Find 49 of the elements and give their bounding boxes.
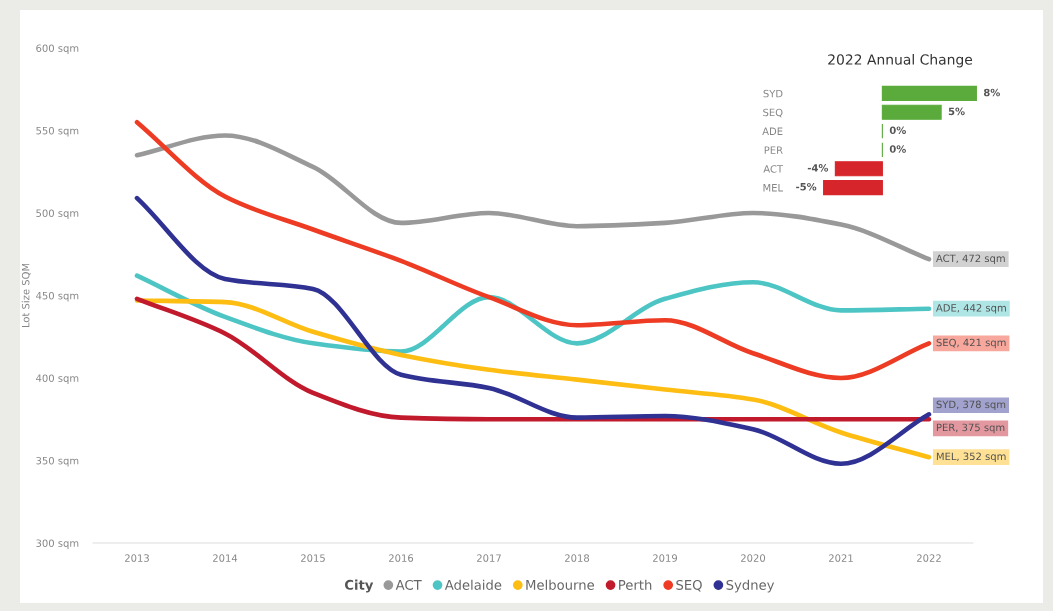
- data-label: ADE, 442 sqm: [936, 304, 1006, 314]
- legend-label: ACT: [395, 579, 422, 590]
- line-series: [134, 133, 932, 262]
- x-tick-label: 2019: [653, 554, 678, 562]
- line-series: [134, 195, 932, 467]
- y-tick-label: 300 sqm: [36, 539, 79, 549]
- legend-title: City: [344, 579, 374, 593]
- x-tick-label: 2015: [301, 554, 325, 562]
- data-label: 0%: [889, 145, 906, 153]
- y-tick-label: 450 sqm: [36, 291, 79, 302]
- line-series: [134, 119, 932, 381]
- data-label: ACT, 472 sqm: [936, 254, 1005, 265]
- chart-title: 2022 Annual Change: [828, 54, 973, 68]
- legend-label: SEQ: [676, 579, 702, 592]
- line-series: [134, 298, 932, 460]
- y-tick-label: ACT: [763, 165, 784, 173]
- y-tick-label: 600 sqm: [36, 44, 79, 54]
- data-label: SYD, 378 sqm: [936, 400, 1006, 411]
- y-axis-title: Lot Size SQM: [21, 263, 31, 328]
- data-label: -4%: [807, 164, 829, 172]
- data-label: 8%: [983, 88, 1000, 97]
- y-tick-label: ADE: [762, 127, 783, 135]
- legend-label: Melbourne: [526, 579, 595, 590]
- legend-label: Sydney: [726, 579, 775, 593]
- x-tick-label: 2014: [213, 554, 238, 562]
- y-tick-label: 350 sqm: [36, 456, 79, 467]
- data-label: SEQ, 421 sqm: [936, 338, 1006, 349]
- data-label: 5%: [948, 107, 965, 116]
- x-tick-label: 2021: [829, 554, 853, 562]
- x-tick-label: 2017: [477, 554, 501, 562]
- x-tick-label: 2018: [565, 554, 590, 562]
- data-label: MEL, 352 sqm: [936, 452, 1006, 463]
- data-label: PER, 375 sqm: [936, 423, 1005, 434]
- y-tick-label: 500 sqm: [36, 209, 79, 219]
- line-series: [134, 296, 932, 422]
- y-tick-label: SYD: [763, 89, 783, 98]
- x-tick-label: 2022: [917, 554, 941, 562]
- y-tick-label: MEL: [763, 184, 783, 192]
- y-tick-label: 550 sqm: [36, 126, 79, 137]
- data-label: 0%: [889, 126, 906, 134]
- x-tick-label: 2016: [389, 554, 414, 562]
- data-label: -5%: [796, 182, 817, 191]
- y-tick-label: PER: [764, 146, 783, 154]
- legend-label: Adelaide: [444, 579, 502, 590]
- y-tick-label: SEQ: [763, 108, 783, 118]
- x-tick-label: 2013: [125, 554, 149, 562]
- x-tick-label: 2020: [741, 554, 766, 562]
- legend-label: Perth: [619, 579, 652, 590]
- y-tick-label: 400 sqm: [36, 374, 79, 384]
